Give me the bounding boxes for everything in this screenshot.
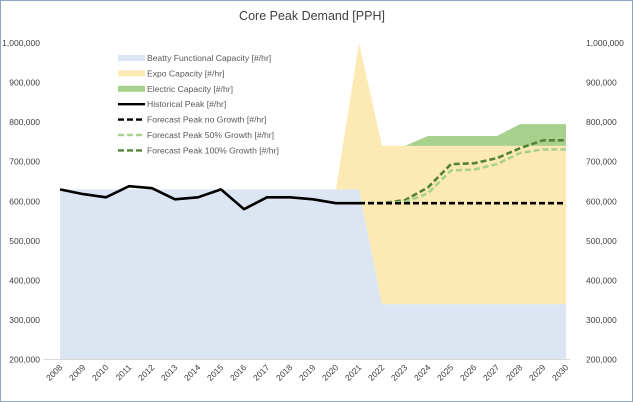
x-tick-2008: 2008 — [44, 362, 65, 383]
legend-item-beatty-functional-capacity: Beatty Functional Capacity [#/hr] — [118, 53, 271, 63]
x-tick-2029: 2029 — [527, 362, 548, 383]
area-layer — [60, 43, 566, 360]
legend-item-forecast-peak-100pct-growth: Forecast Peak 100% Growth [#/hr] — [118, 145, 279, 155]
x-tick-2030: 2030 — [550, 362, 571, 383]
y-tick-left: 600,000 — [9, 196, 40, 206]
y-tick-right: 600,000 — [586, 196, 617, 206]
line-forecast-peak-100pct-growth — [359, 139, 566, 205]
x-tick-2026: 2026 — [458, 362, 479, 383]
legend-label: Historical Peak [#/hr] — [147, 99, 226, 109]
x-tick-2025: 2025 — [435, 362, 456, 383]
y-tick-left: 800,000 — [9, 117, 40, 127]
y-tick-left: 1,000,000 — [2, 38, 40, 48]
y-tick-left: 500,000 — [9, 236, 40, 246]
legend-label: Forecast Peak no Growth [#/hr] — [147, 115, 266, 125]
x-tick-2016: 2016 — [228, 362, 249, 383]
legend-label: Forecast Peak 50% Growth [#/hr] — [147, 130, 274, 140]
x-axis: 2008 2009 2010 2011 2012 2013 2014 2015 2016 2017… — [44, 362, 571, 383]
x-tick-2014: 2014 — [182, 362, 203, 383]
y-tick-left: 400,000 — [9, 275, 40, 285]
area-electric-capacity — [405, 124, 566, 146]
x-tick-2020: 2020 — [320, 362, 341, 383]
y-tick-left: 300,000 — [9, 315, 40, 325]
y-tick-right: 1,000,000 — [586, 38, 624, 48]
legend-label: Beatty Functional Capacity [#/hr] — [147, 53, 271, 63]
legend-label: Electric Capacity [#/hr] — [147, 84, 233, 94]
x-tick-2018: 2018 — [274, 362, 295, 383]
x-tick-2019: 2019 — [297, 362, 318, 383]
legend-item-electric-capacity: Electric Capacity [#/hr] — [118, 84, 233, 94]
line-historical-peak — [59, 184, 359, 211]
legend: Beatty Functional Capacity [#/hr] Expo Ca… — [118, 53, 279, 155]
y-tick-left: 900,000 — [9, 78, 40, 88]
y-tick-left: 200,000 — [9, 355, 40, 365]
y-tick-right: 500,000 — [586, 236, 617, 246]
y-tick-left: 700,000 — [9, 157, 40, 167]
x-tick-2009: 2009 — [67, 362, 88, 383]
legend-swatch — [118, 85, 145, 92]
legend-swatch — [118, 55, 145, 61]
legend-label: Expo Capacity [#/hr] — [147, 68, 224, 78]
y-axis-left: 200,000 300,000 400,000 500,000 600,000 700,0… — [2, 38, 40, 365]
x-tick-2021: 2021 — [343, 362, 364, 383]
area-expo-capacity — [336, 43, 566, 305]
legend-item-expo-capacity: Expo Capacity [#/hr] — [118, 68, 224, 78]
x-tick-2022: 2022 — [366, 362, 387, 383]
x-tick-2013: 2013 — [159, 362, 180, 383]
x-tick-2023: 2023 — [389, 362, 410, 383]
x-tick-2027: 2027 — [481, 362, 502, 383]
y-tick-right: 400,000 — [586, 275, 617, 285]
legend-item-forecast-peak-50pct-growth: Forecast Peak 50% Growth [#/hr] — [118, 130, 274, 140]
y-axis-right: 200,000 300,000 400,000 500,000 600,000 700,0… — [586, 38, 624, 365]
x-tick-2017: 2017 — [251, 362, 272, 383]
x-tick-2011: 2011 — [113, 362, 133, 382]
x-tick-2010: 2010 — [90, 362, 111, 383]
y-tick-right: 700,000 — [586, 157, 617, 167]
y-tick-right: 300,000 — [586, 315, 617, 325]
line-layer — [59, 139, 567, 211]
x-tick-2024: 2024 — [412, 362, 433, 383]
legend-swatch — [118, 70, 145, 77]
legend-item-historical-peak: Historical Peak [#/hr] — [118, 99, 226, 109]
legend-label: Forecast Peak 100% Growth [#/hr] — [147, 145, 279, 155]
area-beatty-functional-capacity — [60, 189, 566, 360]
y-tick-right: 800,000 — [586, 117, 617, 127]
chart-title: Core Peak Demand [PPH] — [239, 9, 385, 23]
x-tick-2015: 2015 — [205, 362, 226, 383]
x-tick-2012: 2012 — [136, 362, 157, 383]
y-tick-right: 200,000 — [586, 355, 617, 365]
x-tick-2028: 2028 — [504, 362, 525, 383]
y-tick-right: 900,000 — [586, 78, 617, 88]
legend-item-forecast-peak-no-growth: Forecast Peak no Growth [#/hr] — [118, 115, 266, 125]
